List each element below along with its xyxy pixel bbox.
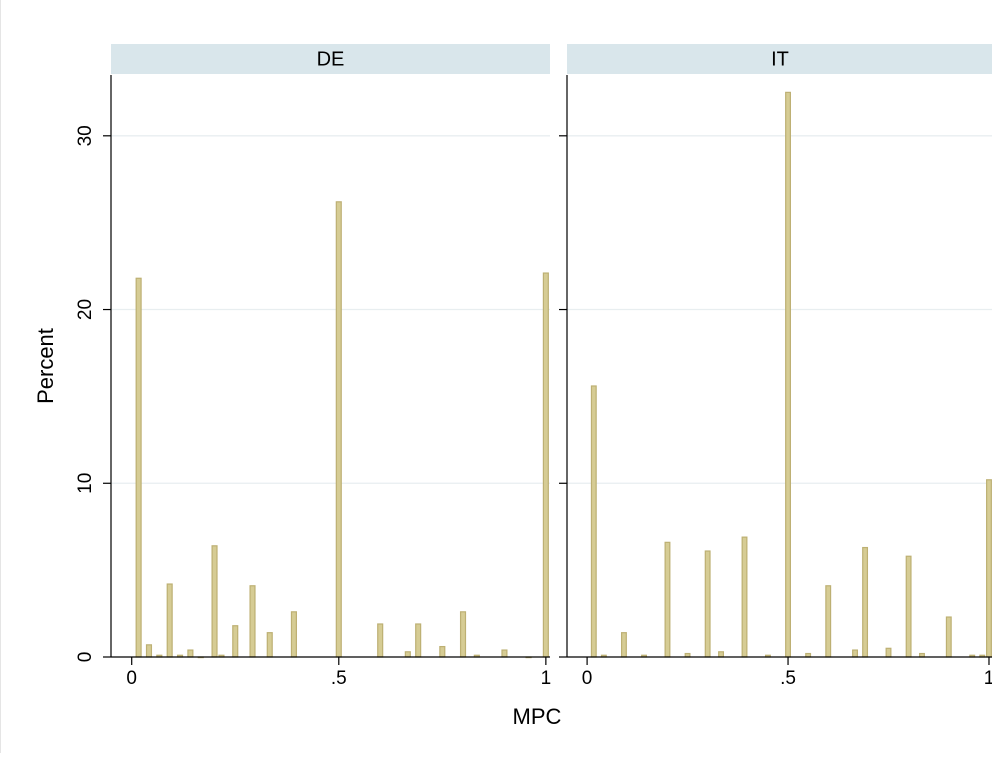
panels-layer: DE 0 10 20 30 0 .5 1 IT 0 .5 1 (75, 44, 992, 689)
bar (664, 541, 671, 658)
y-tick-label: 20 (75, 299, 96, 320)
bar (135, 277, 142, 658)
x-tick-label: .5 (780, 668, 796, 689)
bar (266, 632, 273, 658)
bar (211, 545, 218, 658)
bar (459, 611, 467, 658)
bar (885, 647, 892, 658)
bar (187, 649, 194, 658)
x-tick-label: 0 (126, 668, 137, 689)
bar (852, 649, 858, 658)
bar (718, 651, 725, 658)
bar (945, 616, 952, 658)
x-tick-label: 0 (582, 668, 593, 689)
bar (439, 645, 446, 658)
bar (166, 583, 173, 658)
bar (862, 546, 869, 658)
panel-strip (567, 44, 992, 74)
bar (542, 272, 549, 658)
bar (145, 644, 153, 658)
bar (704, 550, 711, 658)
bar (290, 611, 297, 658)
y-axis-title: Percent (33, 328, 58, 404)
x-tick-label: 1 (541, 668, 552, 689)
panel-label: IT (771, 48, 789, 70)
bar (986, 479, 992, 658)
bar (335, 201, 342, 658)
x-axis-title: MPC (513, 704, 562, 729)
panel-de: DE 0 10 20 30 0 .5 1 (75, 44, 551, 689)
bar (415, 623, 422, 658)
bar (785, 91, 791, 658)
y-tick-label: 10 (75, 473, 96, 494)
bar (232, 625, 239, 658)
bar (590, 385, 597, 658)
bar (501, 649, 508, 658)
bar (377, 623, 384, 658)
panel-strip (111, 44, 550, 74)
y-tick-label: 0 (75, 652, 96, 663)
x-tick-label: .5 (331, 668, 347, 689)
x-tick-label: 1 (984, 668, 992, 689)
bar (249, 585, 256, 658)
bar (905, 555, 912, 658)
y-tick-label: 30 (75, 125, 96, 146)
panel-label: DE (317, 48, 345, 70)
bar (620, 632, 627, 658)
panel-it: IT 0 .5 1 (559, 44, 992, 689)
bar (741, 536, 748, 658)
bar (825, 585, 832, 658)
bar (404, 651, 411, 658)
